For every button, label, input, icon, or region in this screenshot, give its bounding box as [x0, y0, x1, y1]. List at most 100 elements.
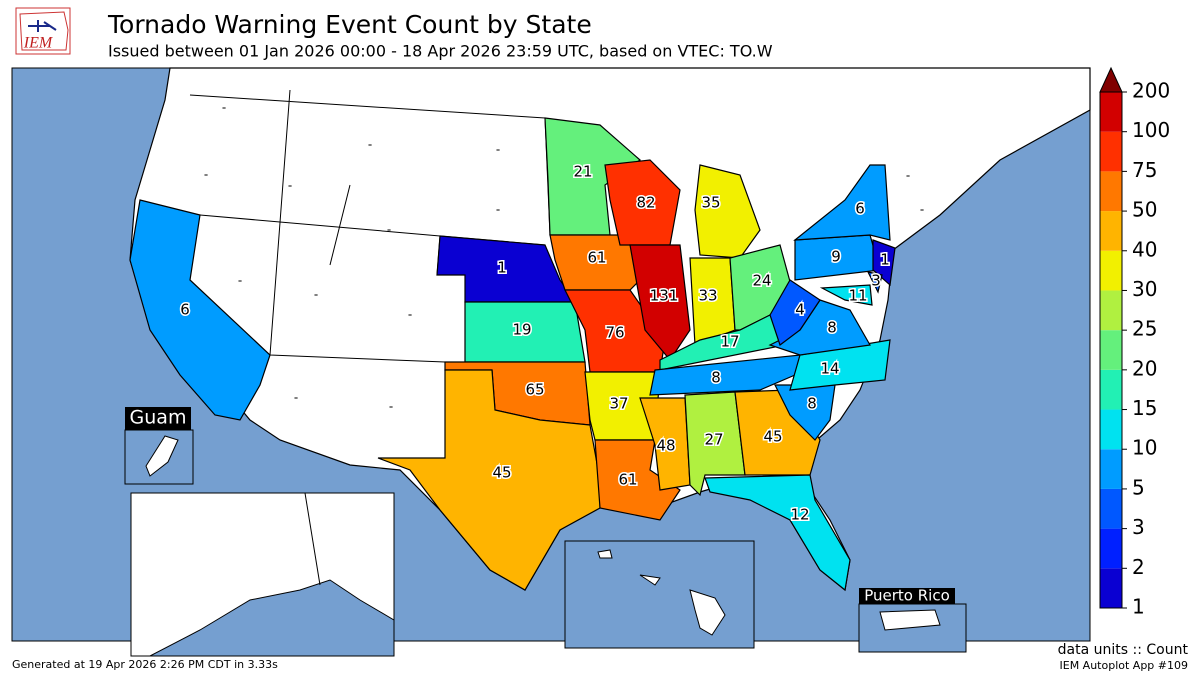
state — [769, 279, 821, 346]
no-data-label: - — [368, 138, 372, 152]
inset-label-box — [125, 407, 191, 430]
no-data-label: - — [496, 203, 500, 217]
colorbar-label: 200 — [1132, 79, 1170, 103]
no-data-label: - — [408, 308, 412, 322]
colorbar-band — [1100, 369, 1122, 410]
inset-label-box — [859, 588, 955, 604]
colorbar-band — [1100, 330, 1122, 370]
colorbar-band — [1100, 488, 1122, 529]
state-value: 37 — [609, 395, 628, 413]
no-data-label: - — [314, 288, 318, 302]
guam-inset: Guam — [124, 407, 194, 485]
state-value: 14 — [820, 360, 839, 378]
inset-label: Puerto Rico — [864, 587, 950, 605]
state-value: 35 — [701, 194, 720, 212]
colorbar-band — [1100, 528, 1122, 569]
colorbar-band — [1100, 568, 1122, 608]
colorbar-label: 50 — [1132, 198, 1157, 222]
alaska-inset — [130, 492, 395, 657]
state-value: 8 — [711, 369, 721, 387]
state-value: 1 — [880, 251, 890, 269]
colorbar-label: 10 — [1132, 436, 1157, 460]
puerto-rico-inset: Puerto Rico — [858, 587, 967, 653]
state-value: 61 — [618, 471, 637, 489]
no-data-label: - — [288, 179, 292, 193]
colorbar-label: 100 — [1132, 118, 1170, 142]
state-value: 33 — [698, 287, 717, 305]
colorbar-label: 5 — [1132, 475, 1145, 499]
footer-app: IEM Autoplot App #109 — [1060, 659, 1189, 672]
inset-label: Guam — [130, 407, 187, 429]
state-value: 11 — [848, 287, 867, 305]
state-value: 8 — [827, 319, 837, 337]
state — [629, 244, 691, 362]
state — [819, 284, 873, 306]
state-value: 4 — [795, 301, 805, 319]
state-value: 24 — [752, 272, 771, 290]
state-value: 48 — [656, 437, 675, 455]
colorbar: 1 2 3 5 10 15 20 25 30 40 50 75 100 200 — [1099, 66, 1170, 619]
state — [129, 199, 271, 421]
hawaii-inset — [564, 540, 755, 649]
state-value: 3 — [871, 272, 881, 290]
colorbar-band — [1100, 171, 1122, 212]
state-value: 1 — [497, 259, 507, 277]
inset-frame — [564, 540, 755, 649]
state — [704, 474, 851, 592]
colorbar-label: 15 — [1132, 396, 1157, 420]
islands — [597, 549, 726, 636]
colorbar-band — [1100, 211, 1122, 251]
state-value: 17 — [720, 333, 739, 351]
state-value: 8 — [807, 395, 817, 413]
colorbar-label: 40 — [1132, 237, 1157, 261]
island — [145, 435, 179, 477]
colorbar-extend — [1099, 66, 1123, 93]
state — [639, 397, 691, 491]
island — [879, 609, 941, 631]
subtitle: Issued between 01 Jan 2026 00:00 - 18 Ap… — [108, 42, 773, 61]
no-data-label: - — [906, 169, 910, 183]
colorbar-band — [1100, 92, 1122, 132]
state-value: 6 — [180, 301, 190, 319]
state — [544, 117, 641, 236]
colorbar-label: 75 — [1132, 158, 1157, 182]
map-frame — [11, 67, 1091, 642]
logo-frame — [15, 7, 71, 55]
colorbar-band — [1100, 131, 1122, 172]
state-value: 61 — [587, 249, 606, 267]
no-data-label: - — [222, 101, 226, 115]
state-value: 82 — [636, 194, 655, 212]
colorbar-label: 30 — [1132, 277, 1157, 301]
colorbar-label: 2 — [1132, 555, 1145, 579]
state-value: 76 — [605, 324, 624, 342]
no-data-label: - — [496, 143, 500, 157]
state-value: 65 — [525, 381, 544, 399]
colorbar-band — [1100, 250, 1122, 291]
logo-state — [19, 11, 69, 51]
state — [377, 369, 601, 591]
state-value: 19 — [512, 321, 531, 339]
state — [649, 354, 801, 396]
no-data-label: - — [238, 274, 242, 288]
no-data-label: - — [294, 391, 298, 405]
colorbar-label: 1 — [1132, 595, 1145, 619]
state — [793, 164, 891, 241]
state-value: 45 — [763, 428, 782, 446]
colorbar-band — [1100, 290, 1122, 331]
state-value: 9 — [831, 248, 841, 266]
no-data-label: - — [920, 203, 924, 217]
colorbar-frame — [1099, 91, 1123, 609]
state — [866, 271, 883, 294]
no-data-label: - — [204, 168, 208, 182]
footer-generated: Generated at 19 Apr 2026 2:26 PM CDT in … — [12, 658, 278, 671]
colorbar-band — [1100, 449, 1122, 489]
no-data-label: - — [387, 223, 391, 237]
state-value: 21 — [573, 163, 592, 181]
colorbar-band — [1100, 409, 1122, 450]
colorbar-label: 3 — [1132, 515, 1145, 539]
footer-units: data units :: Count — [1058, 642, 1189, 658]
state-value: 12 — [790, 506, 809, 524]
title: Tornado Warning Event Count by State — [107, 10, 592, 39]
state-value: 27 — [704, 431, 723, 449]
